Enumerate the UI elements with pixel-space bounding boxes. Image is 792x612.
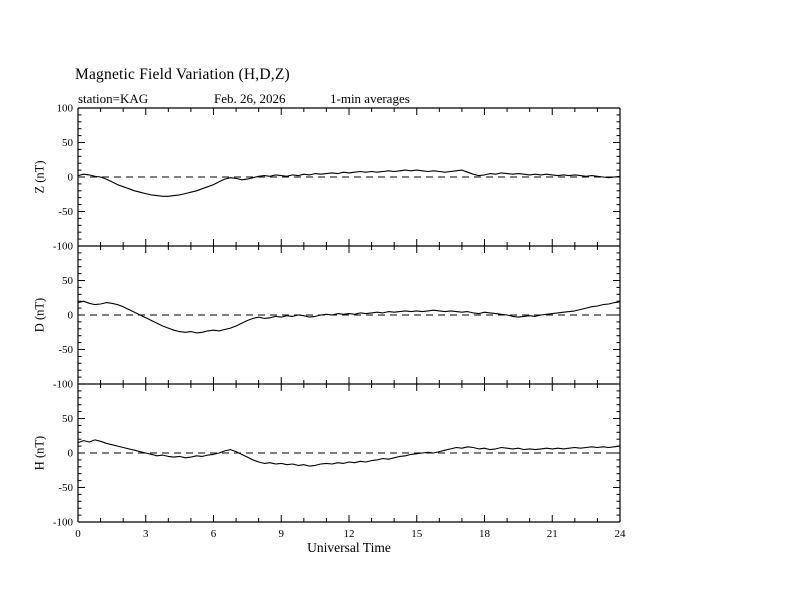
svg-text:15: 15: [411, 528, 423, 540]
svg-text:0: 0: [68, 172, 74, 184]
chart-title: Magnetic Field Variation (H,D,Z): [75, 66, 290, 83]
svg-text:18: 18: [479, 528, 491, 540]
svg-text:100: 100: [57, 103, 74, 115]
x-axis-label: Universal Time: [307, 540, 391, 555]
svg-text:50: 50: [62, 275, 74, 287]
svg-text:3: 3: [143, 528, 149, 540]
date-label: Feb. 26, 2026: [214, 91, 286, 106]
svg-text:24: 24: [615, 528, 627, 540]
averaging-label: 1-min averages: [330, 91, 410, 106]
svg-text:-50: -50: [58, 482, 73, 494]
svg-text:9: 9: [279, 528, 285, 540]
svg-text:21: 21: [547, 528, 558, 540]
svg-text:-50: -50: [58, 344, 73, 356]
svg-text:0: 0: [68, 310, 74, 322]
svg-text:0: 0: [75, 528, 81, 540]
svg-text:-100: -100: [53, 517, 74, 529]
svg-text:-50: -50: [58, 206, 73, 218]
svg-text:-100: -100: [53, 379, 74, 391]
svg-text:50: 50: [62, 413, 74, 425]
svg-text:6: 6: [211, 528, 217, 540]
station-label: station=KAG: [78, 91, 149, 106]
svg-text:50: 50: [62, 137, 74, 149]
svg-text:-100: -100: [53, 241, 74, 253]
svg-text:12: 12: [344, 528, 355, 540]
svg-text:0: 0: [68, 448, 74, 460]
